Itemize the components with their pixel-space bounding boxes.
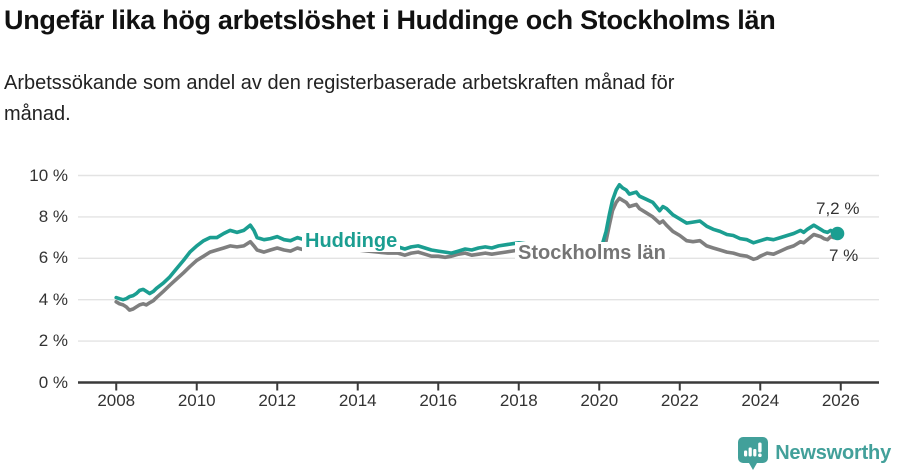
end-value-label-huddinge: 7,2 % (816, 199, 860, 218)
x-axis-label-2022: 2022 (660, 391, 699, 410)
chart-title: Ungefär lika hög arbetslöshet i Huddinge… (4, 5, 776, 35)
y-axis-label-0pct: 0 % (38, 372, 68, 392)
y-axis-label-4pct: 4 % (38, 289, 68, 309)
x-axis-label-2008: 2008 (97, 391, 136, 410)
newsworthy-bubble-barchart-icon (738, 437, 769, 470)
series-label-stockholms-l-n: Stockholms län (515, 242, 669, 264)
line-stockholms-l-n (114, 196, 840, 312)
x-axis-label-2026: 2026 (821, 391, 860, 410)
x-axis-label-2010: 2010 (177, 391, 216, 410)
y-axis-label-8pct: 8 % (38, 206, 68, 226)
x-axis-label-2024: 2024 (741, 391, 780, 410)
y-axis-label-2pct: 2 % (38, 331, 68, 351)
newsworthy-logo: Newsworthy (738, 437, 891, 470)
end-dot-huddinge (830, 226, 845, 241)
series-label-huddinge: Huddinge (302, 230, 401, 252)
x-axis-label-2012: 2012 (258, 391, 297, 410)
x-axis-label-2016: 2016 (419, 391, 458, 410)
line-huddinge (114, 183, 840, 302)
y-axis-label-6pct: 6 % (38, 248, 68, 268)
x-axis-label-2014: 2014 (338, 391, 377, 410)
y-axis-label-10pct: 10 % (29, 165, 68, 185)
x-axis-label-2020: 2020 (580, 391, 619, 410)
x-axis-label-2018: 2018 (499, 391, 538, 410)
newsworthy-logo-text: Newsworthy (775, 442, 891, 464)
chart-subtitle: Arbetssökande som andel av den registerb… (4, 72, 675, 125)
end-value-label-stockholms-l-n: 7 % (829, 246, 859, 265)
